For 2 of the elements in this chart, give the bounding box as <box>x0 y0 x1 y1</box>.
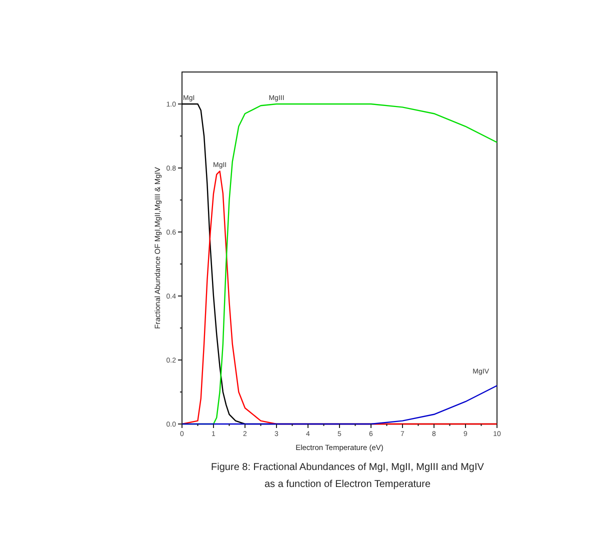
text: Figure 8: Fractional Abundances of MgI, MgII, MgIII and MgIV as a function of Electron Temperature <box>211 462 484 490</box>
line-series <box>181 385 498 425</box>
